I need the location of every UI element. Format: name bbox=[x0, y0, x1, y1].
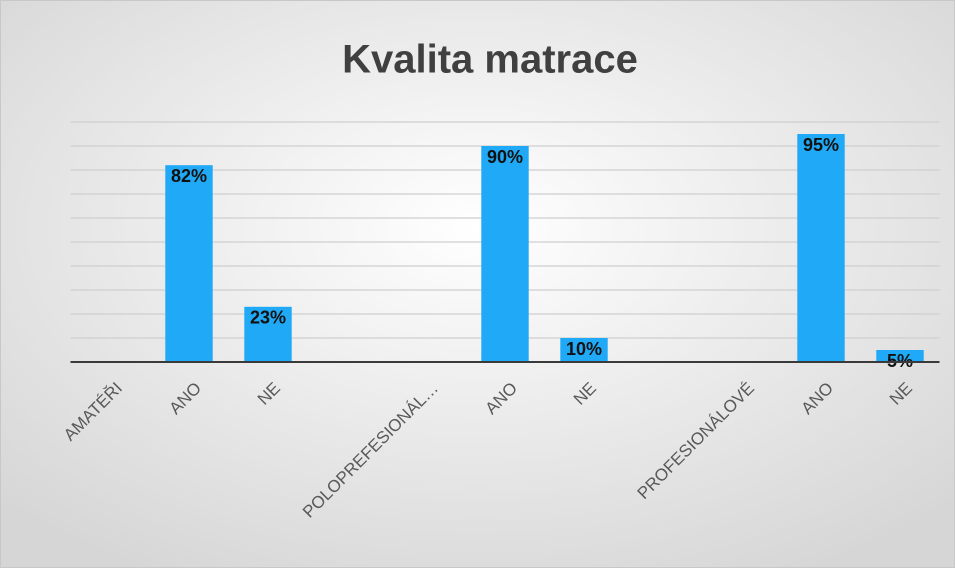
data-label: 90% bbox=[487, 147, 523, 167]
data-label: 10% bbox=[566, 339, 602, 359]
bar bbox=[876, 350, 924, 362]
bar bbox=[797, 134, 845, 362]
data-label: 95% bbox=[803, 135, 839, 155]
bar bbox=[244, 306, 292, 362]
bar bbox=[481, 146, 529, 362]
bar bbox=[560, 338, 608, 362]
bar bbox=[165, 165, 213, 362]
data-label: 5% bbox=[887, 351, 913, 371]
chart-title: Kvalita matrace bbox=[342, 38, 638, 82]
data-label: 82% bbox=[171, 166, 207, 186]
data-label: 23% bbox=[250, 308, 286, 328]
